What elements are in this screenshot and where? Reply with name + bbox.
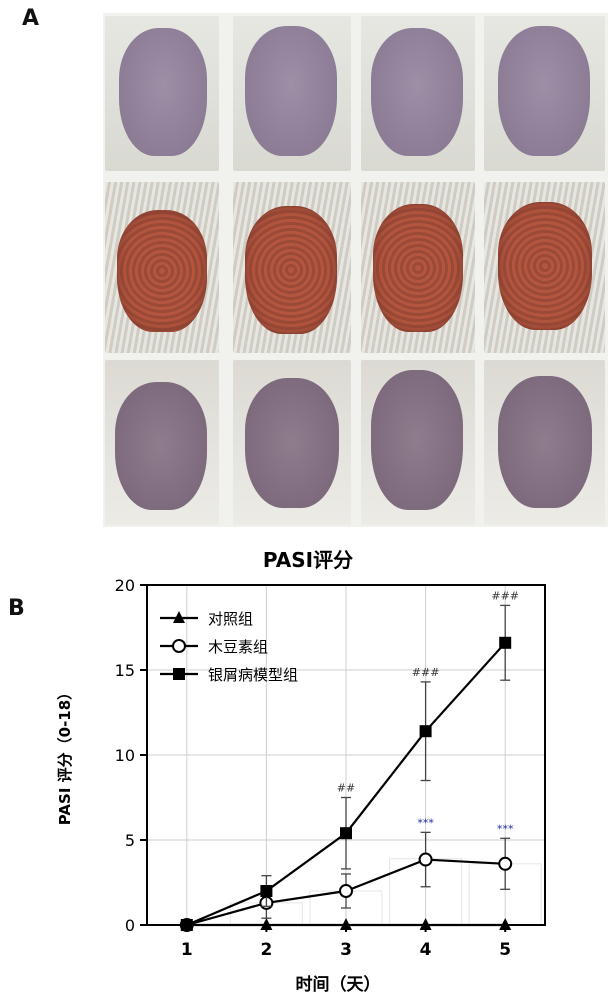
y-tick-label-15: 15	[115, 661, 135, 680]
series-3-annotation-5: ###	[491, 589, 519, 602]
pasi-line-chart: PASI评分 0510152012345 ******######## 对照组木…	[0, 540, 616, 1000]
series-2-point-3	[340, 885, 352, 897]
series-3-annotation-4: ###	[412, 666, 440, 679]
x-axis-label: 时间（天）	[296, 974, 381, 995]
y-tick-label-10: 10	[115, 746, 135, 765]
photo-control-3	[361, 16, 475, 171]
legend-marker-2	[173, 640, 185, 652]
background-bars	[230, 859, 541, 925]
series-3-point-5	[499, 637, 511, 649]
y-tick-label-20: 20	[115, 576, 135, 595]
axes	[140, 585, 545, 932]
photo-treated-1	[105, 360, 219, 525]
photo-model-2	[233, 182, 351, 353]
series-3-point-3	[340, 827, 352, 839]
legend: 对照组木豆素组银屑病模型组	[160, 610, 298, 684]
y-tick-label-0: 0	[125, 916, 135, 935]
photo-treated-2	[233, 360, 351, 525]
panel-a-label: A	[22, 6, 39, 31]
legend-label-2: 木豆素组	[208, 638, 268, 656]
series-2-point-4	[420, 854, 432, 866]
photo-grid	[103, 13, 608, 527]
legend-label-1: 对照组	[208, 610, 253, 628]
photo-model-4	[484, 182, 605, 353]
photo-treated-4	[484, 360, 605, 525]
photo-treated-3	[361, 360, 475, 525]
series-3-annotation-3: ##	[337, 782, 355, 795]
x-tick-label-3: 3	[340, 940, 352, 960]
photo-control-2	[233, 16, 351, 171]
series-3-point-2	[260, 885, 272, 897]
series-2-annotation-5: ***	[497, 822, 514, 835]
photo-control-4	[484, 16, 605, 171]
x-tick-label-1: 1	[181, 940, 193, 960]
series-2-annotation-4: ***	[417, 816, 434, 829]
series-3-point-4	[420, 725, 432, 737]
y-tick-label-5: 5	[125, 831, 135, 850]
x-tick-label-2: 2	[260, 940, 272, 960]
chart-title: PASI评分	[263, 548, 353, 572]
legend-label-3: 银屑病模型组	[208, 666, 298, 684]
photo-model-3	[361, 182, 475, 353]
photo-model-1	[105, 182, 219, 353]
x-tick-label-4: 4	[420, 940, 432, 960]
series-3-point-1	[181, 919, 193, 931]
y-axis-label: PASI 评分（0-18）	[56, 685, 74, 825]
x-tick-label-5: 5	[499, 940, 511, 960]
photo-control-1	[105, 16, 219, 171]
series-2-point-5	[499, 858, 511, 870]
tick-labels: 0 5 10 15 20 1 2 3 4 5	[115, 576, 511, 960]
legend-marker-3	[173, 668, 185, 680]
